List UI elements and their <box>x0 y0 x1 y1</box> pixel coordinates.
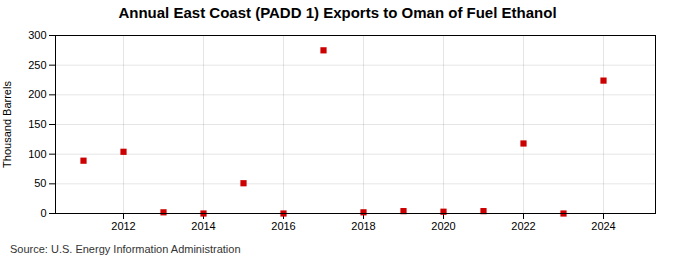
svg-text:150: 150 <box>28 118 46 130</box>
svg-text:2014: 2014 <box>191 220 215 232</box>
svg-text:2020: 2020 <box>431 220 455 232</box>
svg-text:0: 0 <box>40 207 46 219</box>
svg-text:2024: 2024 <box>591 220 615 232</box>
html-text:Source: U.S. Energy Informatio: Source: U.S. Energy Information Administ… <box>10 243 241 255</box>
svg-text:50: 50 <box>34 177 46 189</box>
svg-text:2012: 2012 <box>111 220 135 232</box>
svg-text:300: 300 <box>28 29 46 41</box>
svg-text:250: 250 <box>28 59 46 71</box>
svg-text:2022: 2022 <box>511 220 535 232</box>
html-text:Annual East Coast (PADD 1) Exp: Annual East Coast (PADD 1) Exports to Om… <box>118 4 557 21</box>
svg-text:2016: 2016 <box>271 220 295 232</box>
svg-text:200: 200 <box>28 88 46 100</box>
svg-text:2018: 2018 <box>351 220 375 232</box>
svg-text:100: 100 <box>28 148 46 160</box>
svg-text:Thousand Barrels: Thousand Barrels <box>1 81 13 168</box>
